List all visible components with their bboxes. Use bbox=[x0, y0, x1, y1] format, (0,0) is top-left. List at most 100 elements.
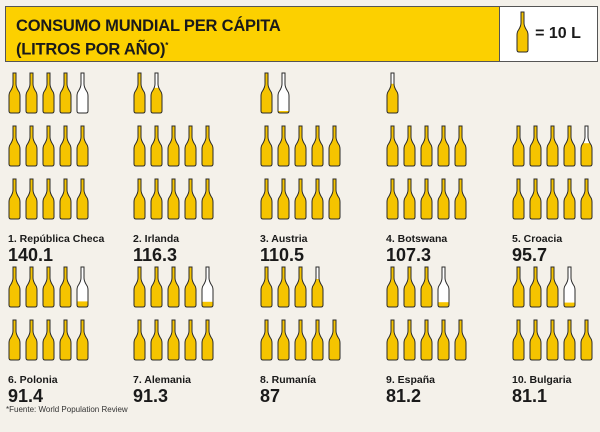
bottle-icon bbox=[516, 11, 529, 58]
bottle-icon bbox=[42, 125, 55, 172]
bottle-row bbox=[133, 319, 214, 366]
chart-title: CONSUMO MUNDIAL PER CÁPITA (LITROS POR A… bbox=[6, 7, 499, 61]
bottle-icon bbox=[167, 178, 180, 225]
partial-bottle-icon bbox=[277, 72, 290, 119]
bottle-row bbox=[386, 319, 467, 366]
country-block: 8. Rumanía 87 bbox=[260, 266, 380, 418]
bottle-icon bbox=[546, 319, 559, 366]
bottle-stack bbox=[386, 266, 467, 366]
value-label: 91.4 bbox=[8, 386, 44, 406]
bottle-icon bbox=[260, 319, 273, 366]
bottle-row bbox=[512, 319, 593, 366]
bottle-stack bbox=[512, 266, 593, 366]
bottle-icon bbox=[42, 178, 55, 225]
bottle-icon bbox=[59, 178, 72, 225]
footnote: *Fuente: World Population Review bbox=[6, 405, 128, 414]
bottle-icon bbox=[8, 72, 21, 119]
bottle-icon bbox=[294, 266, 307, 313]
bottle-icon bbox=[25, 319, 38, 366]
bottle-icon bbox=[386, 178, 399, 225]
bottle-icon bbox=[25, 178, 38, 225]
bottle-icon bbox=[437, 125, 450, 172]
bottle-icon bbox=[386, 266, 399, 313]
country-label: 1. República Checa bbox=[8, 233, 105, 245]
country-block: 10. Bulgaria 81.1 bbox=[512, 266, 600, 418]
bottle-row bbox=[260, 72, 341, 119]
partial-bottle-icon bbox=[563, 266, 576, 313]
bottle-stack bbox=[260, 72, 341, 225]
bottle-icon bbox=[454, 178, 467, 225]
bottle-icon bbox=[184, 125, 197, 172]
bottle-icon bbox=[133, 125, 146, 172]
bottle-icon bbox=[59, 266, 72, 313]
partial-bottle-icon bbox=[386, 72, 399, 119]
country-label: 10. Bulgaria bbox=[512, 374, 572, 386]
bottle-icon bbox=[150, 319, 163, 366]
bottle-icon bbox=[260, 178, 273, 225]
bottle-row bbox=[386, 125, 467, 172]
bottle-stack bbox=[386, 72, 467, 225]
bottle-icon bbox=[546, 125, 559, 172]
bottle-icon bbox=[184, 319, 197, 366]
value-label: 110.5 bbox=[260, 245, 305, 265]
value-label: 107.3 bbox=[386, 245, 432, 265]
bottle-icon bbox=[311, 178, 324, 225]
bottle-icon bbox=[512, 178, 525, 225]
partial-bottle-icon bbox=[437, 266, 450, 313]
bottle-icon bbox=[260, 72, 273, 119]
bottle-icon bbox=[328, 125, 341, 172]
bottle-row bbox=[260, 266, 341, 313]
bottle-icon bbox=[260, 125, 273, 172]
bottle-stack bbox=[8, 72, 89, 225]
bottle-icon bbox=[42, 319, 55, 366]
bottle-icon bbox=[133, 72, 146, 119]
bottle-row bbox=[260, 319, 341, 366]
bottle-icon bbox=[184, 266, 197, 313]
bottle-row bbox=[386, 72, 467, 119]
bottle-icon bbox=[420, 319, 433, 366]
bottle-row bbox=[133, 125, 214, 172]
country-block: 4. Botswana 107.3 bbox=[386, 72, 506, 268]
bottle-icon bbox=[167, 266, 180, 313]
bottle-icon bbox=[420, 266, 433, 313]
bottle-icon bbox=[260, 266, 273, 313]
bottle-row bbox=[512, 178, 593, 225]
bottle-icon bbox=[76, 319, 89, 366]
bottle-row bbox=[133, 72, 214, 119]
bottle-icon bbox=[59, 125, 72, 172]
title-line-2-text: (LITROS POR AÑO) bbox=[16, 40, 166, 59]
bottle-stack bbox=[260, 266, 341, 366]
partial-bottle-icon bbox=[580, 125, 593, 172]
bottle-icon bbox=[386, 319, 399, 366]
bottle-icon bbox=[76, 178, 89, 225]
bottle-icon bbox=[8, 178, 21, 225]
bottle-icon bbox=[277, 319, 290, 366]
value-label: 87 bbox=[260, 386, 281, 406]
bottle-icon bbox=[512, 125, 525, 172]
country-label: 7. Alemania bbox=[133, 374, 191, 386]
bottle-icon bbox=[328, 178, 341, 225]
partial-bottle-icon bbox=[201, 266, 214, 313]
bottle-icon bbox=[294, 178, 307, 225]
bottle-icon bbox=[8, 266, 21, 313]
bottle-row bbox=[386, 178, 467, 225]
value-label: 81.2 bbox=[386, 386, 422, 406]
bottle-icon bbox=[59, 72, 72, 119]
bottle-row bbox=[8, 319, 89, 366]
bottle-icon bbox=[546, 178, 559, 225]
bottle-icon bbox=[25, 125, 38, 172]
bottle-icon bbox=[184, 178, 197, 225]
country-block: 2. Irlanda 116.3 bbox=[133, 72, 253, 268]
bottle-row bbox=[512, 125, 593, 172]
legend: = 10 L bbox=[499, 7, 597, 61]
bottle-icon bbox=[386, 125, 399, 172]
bottle-icon bbox=[8, 319, 21, 366]
country-block: 3. Austria 110.5 bbox=[260, 72, 380, 268]
country-label: 5. Croacia bbox=[512, 233, 563, 245]
title-banner: CONSUMO MUNDIAL PER CÁPITA (LITROS POR A… bbox=[5, 6, 598, 62]
bottle-icon bbox=[512, 266, 525, 313]
bottle-row bbox=[260, 178, 341, 225]
country-block: 6. Polonia 91.4 bbox=[8, 266, 128, 418]
bottle-icon bbox=[59, 319, 72, 366]
country-block: 7. Alemania 91.3 bbox=[133, 266, 253, 418]
